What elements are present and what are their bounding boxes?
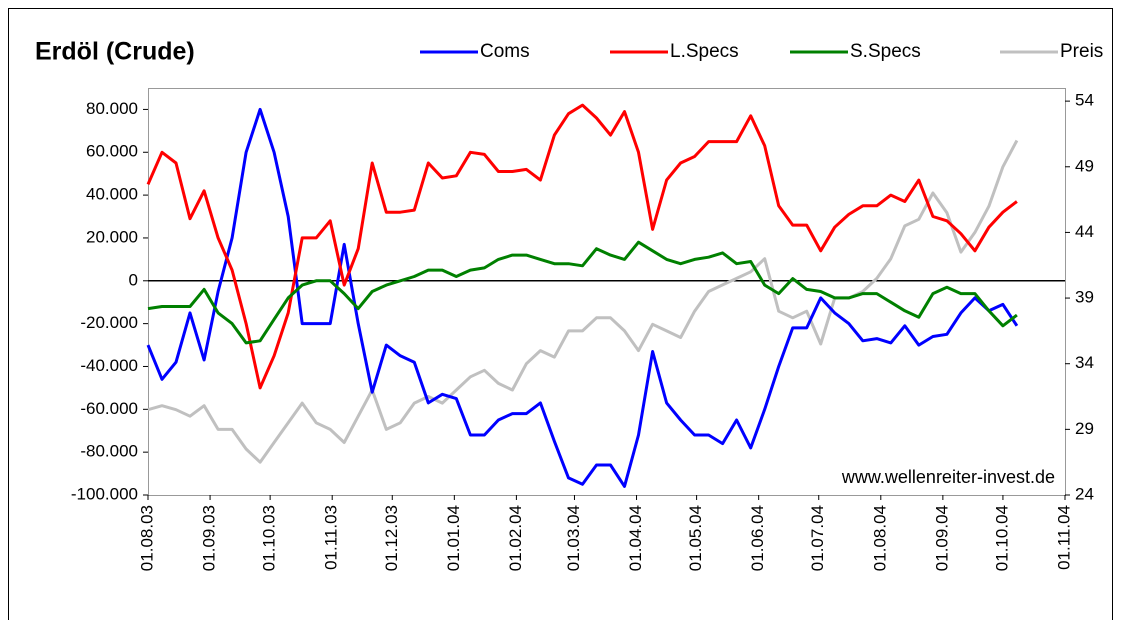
series-line — [146, 107, 1019, 488]
x-tick-label: 01.10.03 — [260, 505, 279, 571]
y2-tick-label: 34 — [1075, 353, 1094, 372]
x-tick-label: 01.11.03 — [322, 505, 341, 570]
y2-tick-label: 44 — [1075, 222, 1094, 241]
y-tick-label: -100.000 — [71, 484, 138, 503]
y-tick-label: 80.000 — [86, 99, 138, 118]
y-tick-label: -20.000 — [80, 313, 138, 332]
chart-title: Erdöl (Crude) — [35, 38, 195, 66]
x-tick-label: 01.08.03 — [137, 505, 156, 571]
x-tick-label: 01.03.04 — [564, 505, 583, 571]
y-tick-label: 40.000 — [86, 185, 138, 204]
annotation: www.wellenreiter-invest.de — [841, 467, 1055, 487]
x-tick-label: 01.12.03 — [382, 505, 401, 571]
x-tick-label: 01.09.03 — [200, 505, 219, 571]
x-tick-label: 01.01.04 — [444, 505, 463, 571]
plot-area — [148, 88, 1066, 496]
y2-tick-label: 54 — [1075, 91, 1094, 110]
legend-label: Preis — [1060, 41, 1103, 62]
y-tick-label: 0 — [129, 270, 138, 289]
series-line — [147, 240, 1018, 345]
y2-tick-label: 24 — [1075, 484, 1094, 503]
x-tick-label: 01.05.04 — [686, 505, 705, 571]
x-tick-label: 01.09.04 — [932, 505, 951, 571]
series-line — [147, 139, 1019, 464]
y2-tick-label: 39 — [1075, 288, 1094, 307]
y-tick-label: -40.000 — [80, 356, 138, 375]
y-tick-label: 20.000 — [86, 227, 138, 246]
legend-label: L.Specs — [670, 41, 739, 62]
x-tick-label: 01.08.04 — [870, 505, 889, 571]
x-tick-label: 01.06.04 — [748, 505, 767, 571]
x-tick-label: 01.07.04 — [808, 505, 827, 571]
x-tick-label: 01.10.04 — [992, 505, 1011, 571]
x-tick-label: 01.04.04 — [626, 505, 645, 571]
y2-tick-label: 29 — [1075, 419, 1094, 438]
y2-tick-label: 49 — [1075, 156, 1094, 175]
y-tick-label: -80.000 — [80, 442, 138, 461]
y-tick-label: 60.000 — [86, 142, 138, 161]
x-tick-label: 01.11.04 — [1054, 505, 1073, 570]
series-line — [146, 103, 1018, 390]
legend-label: S.Specs — [850, 41, 921, 62]
y-tick-label: -60.000 — [80, 399, 138, 418]
x-tick-label: 01.02.04 — [506, 505, 525, 571]
legend-label: Coms — [480, 41, 530, 62]
